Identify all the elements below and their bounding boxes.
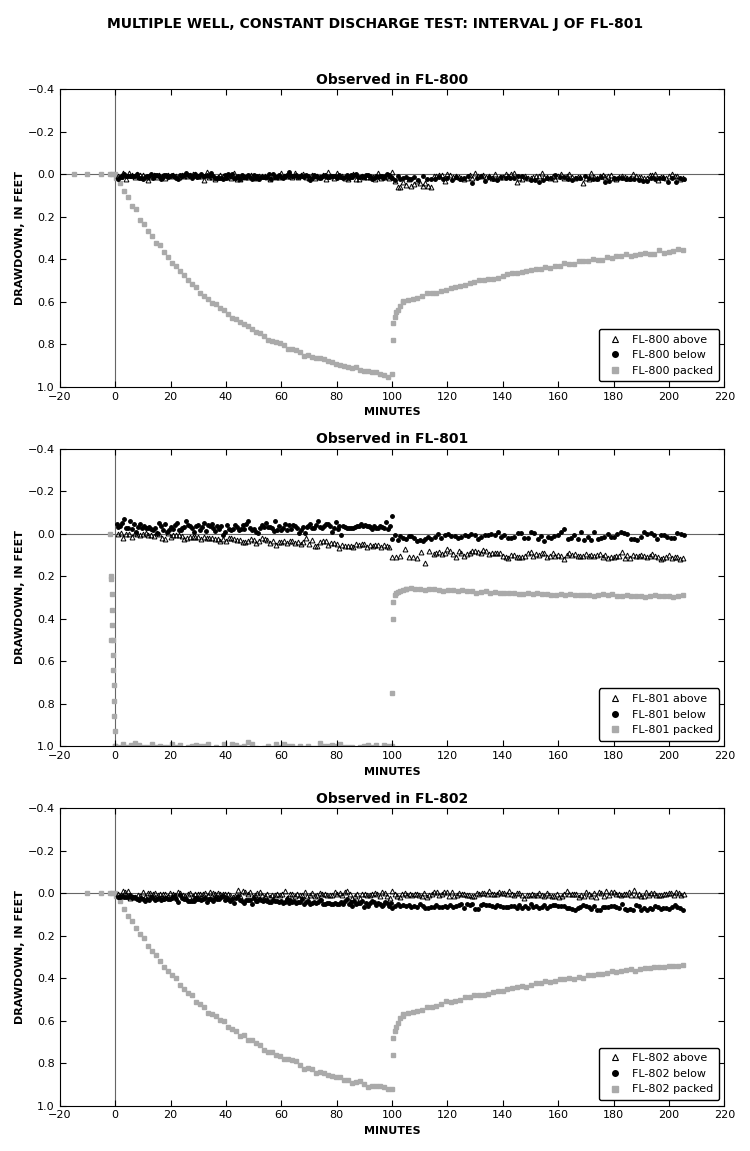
X-axis label: MINUTES: MINUTES: [364, 767, 421, 777]
Title: Observed in FL-802: Observed in FL-802: [316, 792, 468, 806]
Title: Observed in FL-800: Observed in FL-800: [316, 73, 468, 86]
Legend: FL-800 above, FL-800 below, FL-800 packed: FL-800 above, FL-800 below, FL-800 packe…: [598, 329, 718, 381]
X-axis label: MINUTES: MINUTES: [364, 407, 421, 417]
Text: MULTIPLE WELL, CONSTANT DISCHARGE TEST: INTERVAL J OF FL-801: MULTIPLE WELL, CONSTANT DISCHARGE TEST: …: [107, 17, 643, 31]
Legend: FL-801 above, FL-801 below, FL-801 packed: FL-801 above, FL-801 below, FL-801 packe…: [598, 688, 718, 740]
Y-axis label: DRAWDOWN, IN FEET: DRAWDOWN, IN FEET: [15, 171, 25, 305]
Title: Observed in FL-801: Observed in FL-801: [316, 432, 468, 447]
Legend: FL-802 above, FL-802 below, FL-802 packed: FL-802 above, FL-802 below, FL-802 packe…: [598, 1047, 718, 1100]
Y-axis label: DRAWDOWN, IN FEET: DRAWDOWN, IN FEET: [15, 890, 25, 1024]
X-axis label: MINUTES: MINUTES: [364, 1126, 421, 1136]
Y-axis label: DRAWDOWN, IN FEET: DRAWDOWN, IN FEET: [15, 531, 25, 664]
